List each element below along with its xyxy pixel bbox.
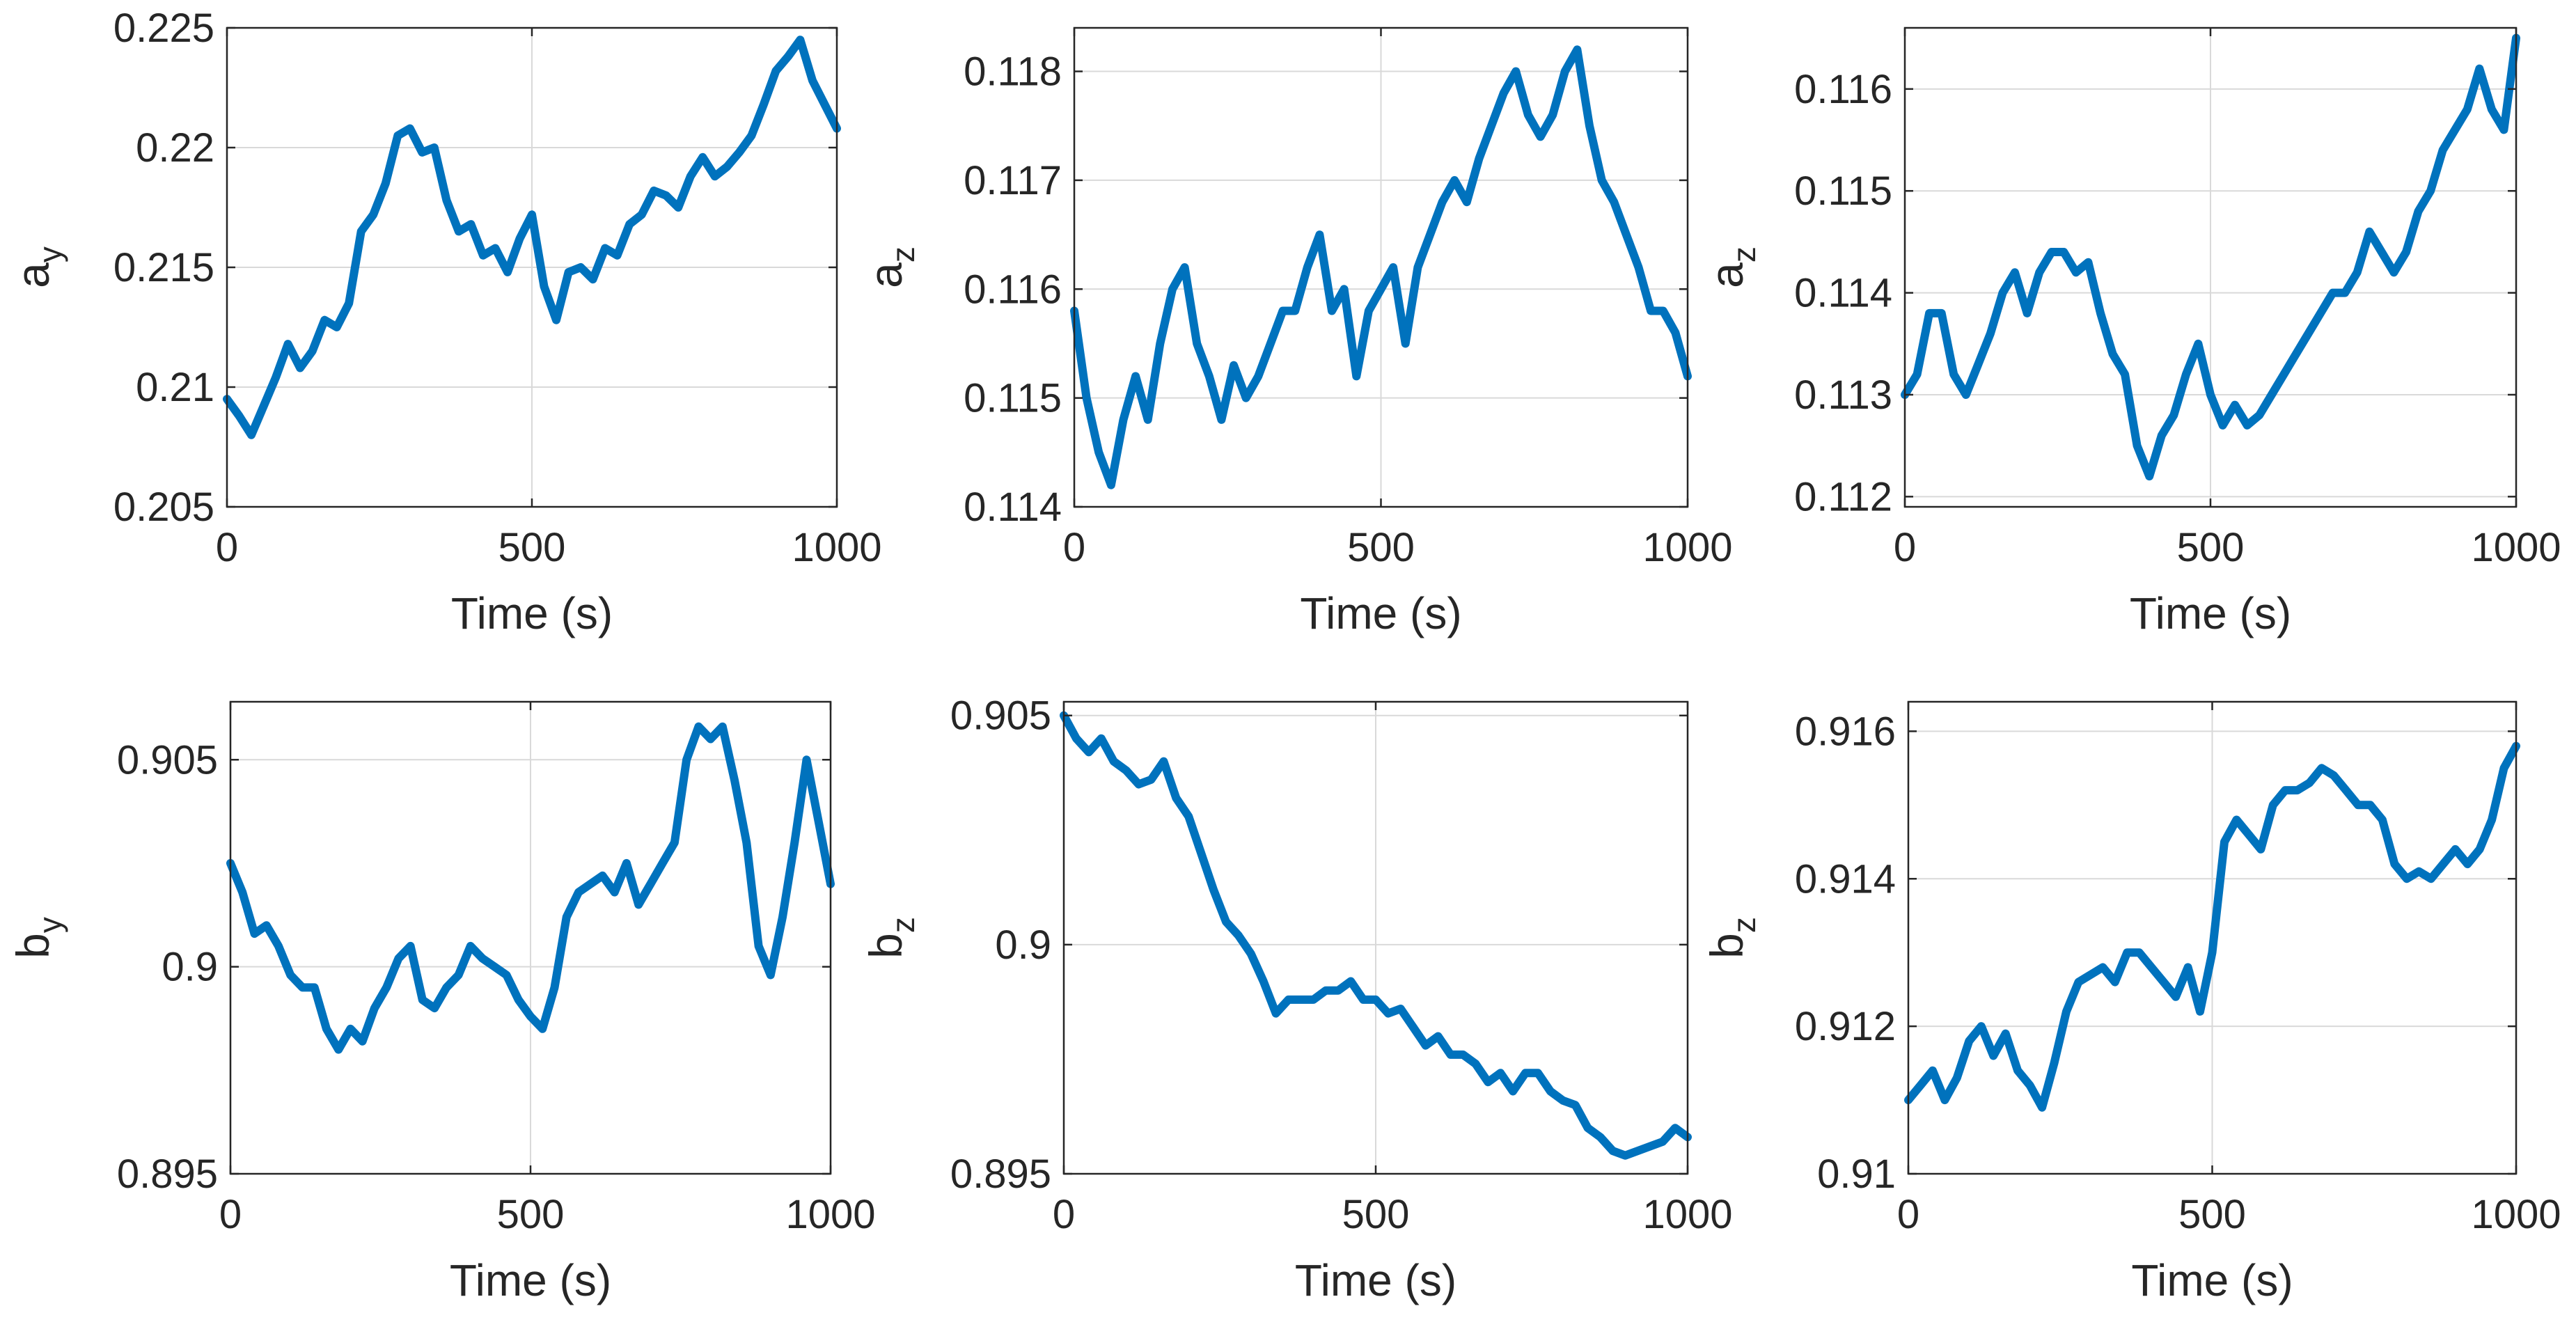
series-line (226, 722, 835, 1054)
x-tick-label: 0 (1897, 1192, 1919, 1237)
y-tick-label: 0.115 (1794, 168, 1892, 214)
x-axis-label: Time (s) (451, 588, 613, 638)
x-tick-label: 0 (216, 525, 238, 570)
y-tick-label: 0.115 (964, 376, 1062, 421)
y-axis-label-subscript: z (1726, 917, 1762, 933)
y-tick-label: 0.118 (964, 49, 1062, 95)
subplot-4: 0 500 1000 0.895 0.9 0.905 Time (s) by (7, 700, 876, 1305)
y-tick-label: 0.117 (964, 158, 1062, 203)
subplot-5: 0 500 1000 0.895 0.9 0.905 Time (s) bz (860, 693, 1733, 1305)
y-axis-label: ay (7, 246, 68, 288)
x-tick-label: 0 (1053, 1192, 1075, 1237)
series-line (1901, 33, 2520, 481)
x-tick-label: 500 (1347, 525, 1415, 570)
y-tick-label: 0.215 (113, 245, 214, 290)
y-tick-label: 0.912 (1795, 1004, 1896, 1049)
y-tick-label: 0.914 (1795, 856, 1896, 902)
x-tick-label: 1000 (785, 1192, 875, 1237)
y-tick-label: 0.205 (113, 485, 214, 530)
y-tick-label: 0.91 (1817, 1152, 1896, 1197)
x-tick-label: 1000 (792, 525, 881, 570)
y-axis-label-main: a (7, 262, 58, 288)
y-tick-label: 0.116 (964, 267, 1062, 312)
y-axis-label-main: b (860, 933, 911, 959)
y-tick-label: 0.9 (995, 922, 1051, 968)
x-tick-label: 500 (497, 1192, 565, 1237)
y-tick-label: 0.905 (117, 737, 218, 783)
y-axis-label-main: b (1701, 933, 1752, 959)
y-axis-label-main: a (860, 262, 911, 288)
y-axis-label: az (860, 246, 921, 288)
y-tick-label: 0.114 (964, 485, 1062, 530)
x-axis-label: Time (s) (1300, 588, 1461, 638)
x-tick-label: 500 (2177, 525, 2245, 570)
y-axis-label-subscript: y (32, 917, 68, 933)
y-tick-label: 0.114 (1794, 271, 1892, 316)
x-tick-label: 500 (2178, 1192, 2246, 1237)
y-tick-label: 0.895 (117, 1152, 218, 1197)
series-line (1904, 741, 2520, 1112)
y-axis-label-subscript: y (32, 246, 68, 262)
series-line (1070, 45, 1692, 489)
x-tick-label: 1000 (1642, 525, 1732, 570)
y-tick-label: 0.22 (136, 125, 214, 171)
x-axis-label: Time (s) (1295, 1255, 1456, 1305)
y-tick-label: 0.112 (1794, 474, 1892, 519)
y-tick-label: 0.116 (1794, 67, 1892, 112)
x-tick-label: 1000 (1642, 1192, 1732, 1237)
y-tick-label: 0.225 (113, 6, 214, 51)
x-tick-label: 0 (219, 1192, 242, 1237)
y-axis-label: by (7, 917, 68, 959)
x-tick-label: 0 (1894, 525, 1916, 570)
y-axis-label-subscript: z (1726, 246, 1762, 262)
y-tick-label: 0.9 (162, 945, 218, 990)
x-axis-label: Time (s) (450, 1255, 611, 1305)
y-tick-label: 0.916 (1795, 709, 1896, 754)
subplot-6: 0 500 1000 0.91 0.912 0.914 0.916 Time (s) bz (1701, 700, 2561, 1305)
x-tick-label: 0 (1063, 525, 1085, 570)
x-axis-label: Time (s) (2131, 1255, 2293, 1305)
y-tick-label: 0.895 (950, 1152, 1051, 1197)
y-axis-label-main: a (1701, 262, 1752, 288)
series-line (1060, 711, 1692, 1160)
y-axis-label: az (1701, 246, 1762, 288)
y-tick-label: 0.905 (950, 693, 1051, 739)
y-tick-label: 0.113 (1794, 372, 1892, 418)
subplot-3: 0 500 1000 0.112 0.113 0.114 0.115 0.116 Time (s… (1701, 26, 2561, 638)
x-tick-label: 1000 (2471, 1192, 2561, 1237)
x-tick-label: 500 (1342, 1192, 1410, 1237)
y-tick-label: 0.21 (136, 365, 214, 410)
y-axis-label-subscript: z (885, 246, 921, 262)
y-axis-label: bz (860, 917, 921, 959)
x-tick-label: 500 (498, 525, 566, 570)
x-tick-label: 1000 (2471, 525, 2561, 570)
y-axis-label: bz (1701, 917, 1762, 959)
subplot-1: 0 500 1000 0.205 0.21 0.215 0.22 0.225 Time (s) a… (7, 6, 882, 638)
y-axis-label-subscript: z (885, 917, 921, 933)
series-line (223, 36, 841, 439)
y-axis-label-main: b (7, 933, 58, 959)
x-axis-label: Time (s) (2130, 588, 2291, 638)
subplot-2: 0 500 1000 0.114 0.115 0.116 0.117 0.118 Time (s… (860, 26, 1733, 638)
